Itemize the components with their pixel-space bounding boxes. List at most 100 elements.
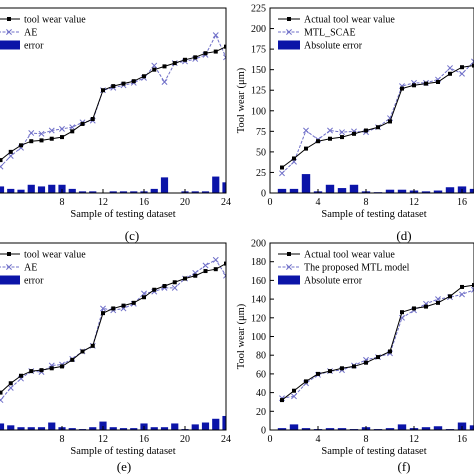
actual-point xyxy=(376,125,380,130)
predicted-point xyxy=(471,58,474,65)
actual-point xyxy=(460,284,464,289)
error-bar xyxy=(201,422,210,430)
predicted-point xyxy=(212,256,219,263)
error-bar xyxy=(191,424,199,430)
actual-point xyxy=(70,357,75,362)
error-bar xyxy=(277,188,287,193)
actual-point xyxy=(448,71,452,76)
error-bar xyxy=(433,190,443,193)
actual-point xyxy=(152,67,157,72)
legend-label: error xyxy=(24,276,44,287)
error-bar xyxy=(171,423,179,430)
error-bar xyxy=(68,428,76,430)
predicted-point xyxy=(171,284,178,291)
actual-point xyxy=(292,156,296,161)
y-tick-label: 225 xyxy=(251,4,266,15)
legend-marker-predicted xyxy=(286,264,292,270)
error-bar xyxy=(27,427,35,430)
actual-line xyxy=(281,65,474,168)
actual-point xyxy=(131,79,136,84)
y-tick-label: 200 xyxy=(251,24,266,35)
x-tick-label: 16 xyxy=(457,197,467,208)
actual-point xyxy=(111,306,116,311)
error-bar xyxy=(212,418,220,430)
actual-point xyxy=(90,343,95,348)
error-bar xyxy=(68,188,76,193)
error-bar xyxy=(150,188,158,193)
x-tick-label: 20 xyxy=(180,197,190,208)
x-tick-label: 24 xyxy=(221,197,231,208)
actual-point xyxy=(460,65,464,70)
x-tick-label: 8 xyxy=(364,434,369,445)
x-tick-label: 12 xyxy=(409,434,419,445)
actual-point xyxy=(280,398,284,403)
legend-marker-actual xyxy=(7,17,11,21)
actual-point xyxy=(412,83,416,88)
error-bar xyxy=(130,191,138,193)
predicted-point xyxy=(59,125,65,132)
actual-point xyxy=(111,84,116,89)
error-bar xyxy=(78,191,87,193)
actual-point xyxy=(121,81,126,86)
error-bar xyxy=(201,191,210,193)
predicted-point xyxy=(7,384,14,391)
error-bar xyxy=(119,191,128,193)
error-bar xyxy=(7,425,15,430)
x-axis-title: Sample of testing dataset xyxy=(70,446,175,457)
actual-point xyxy=(152,287,157,292)
x-tick-label: 0 xyxy=(268,434,273,445)
legend-marker-actual xyxy=(7,252,11,256)
predicted-point xyxy=(459,70,465,77)
actual-point xyxy=(8,149,13,154)
actual-point xyxy=(19,373,23,378)
predicted-point xyxy=(0,397,4,404)
actual-point xyxy=(172,280,177,285)
legend-label: MTL_SCAE xyxy=(304,28,356,39)
x-tick-label: 0 xyxy=(268,197,273,208)
y-axis-title: Tool wear (μm) xyxy=(236,67,247,133)
actual-point xyxy=(388,119,392,124)
actual-line xyxy=(0,46,226,162)
panel-label: (f) xyxy=(398,459,411,474)
error-bar xyxy=(433,426,443,430)
y-tick-label: 75 xyxy=(256,127,266,138)
actual-point xyxy=(60,364,64,369)
actual-point xyxy=(472,283,474,288)
actual-point xyxy=(304,146,308,151)
error-bar xyxy=(289,424,299,430)
predicted-point xyxy=(141,290,147,297)
error-bar xyxy=(469,425,474,430)
x-axis-title: Sample of testing dataset xyxy=(70,209,175,220)
error-bar xyxy=(109,191,117,193)
y-tick-label: 175 xyxy=(251,45,266,56)
actual-point xyxy=(142,74,146,79)
actual-point xyxy=(328,136,332,141)
predicted-point xyxy=(100,305,106,312)
error-bar xyxy=(48,184,56,193)
actual-point xyxy=(90,117,95,121)
legend-label: The proposed MTL model xyxy=(304,263,410,274)
actual-point xyxy=(364,360,368,365)
error-bar xyxy=(277,428,287,430)
error-bar xyxy=(325,428,335,430)
error-bar xyxy=(130,428,138,430)
error-bar xyxy=(325,184,335,193)
error-bar xyxy=(397,189,407,193)
actual-point xyxy=(8,381,13,386)
actual-point xyxy=(121,303,126,308)
y-tick-label: 160 xyxy=(251,276,266,287)
predicted-point xyxy=(151,62,158,69)
actual-point xyxy=(80,121,85,126)
error-bar xyxy=(150,427,158,430)
legend-label: AE xyxy=(24,263,37,274)
plot-area xyxy=(277,58,474,193)
y-tick-label: 140 xyxy=(251,295,266,306)
y-tick-label: 50 xyxy=(256,147,266,158)
actual-point xyxy=(364,128,368,133)
x-axis-title: Sample of testing dataset xyxy=(321,209,426,220)
actual-point xyxy=(352,131,356,136)
actual-point xyxy=(101,88,105,93)
legend-marker-predicted xyxy=(6,264,12,270)
actual-point xyxy=(424,304,428,309)
